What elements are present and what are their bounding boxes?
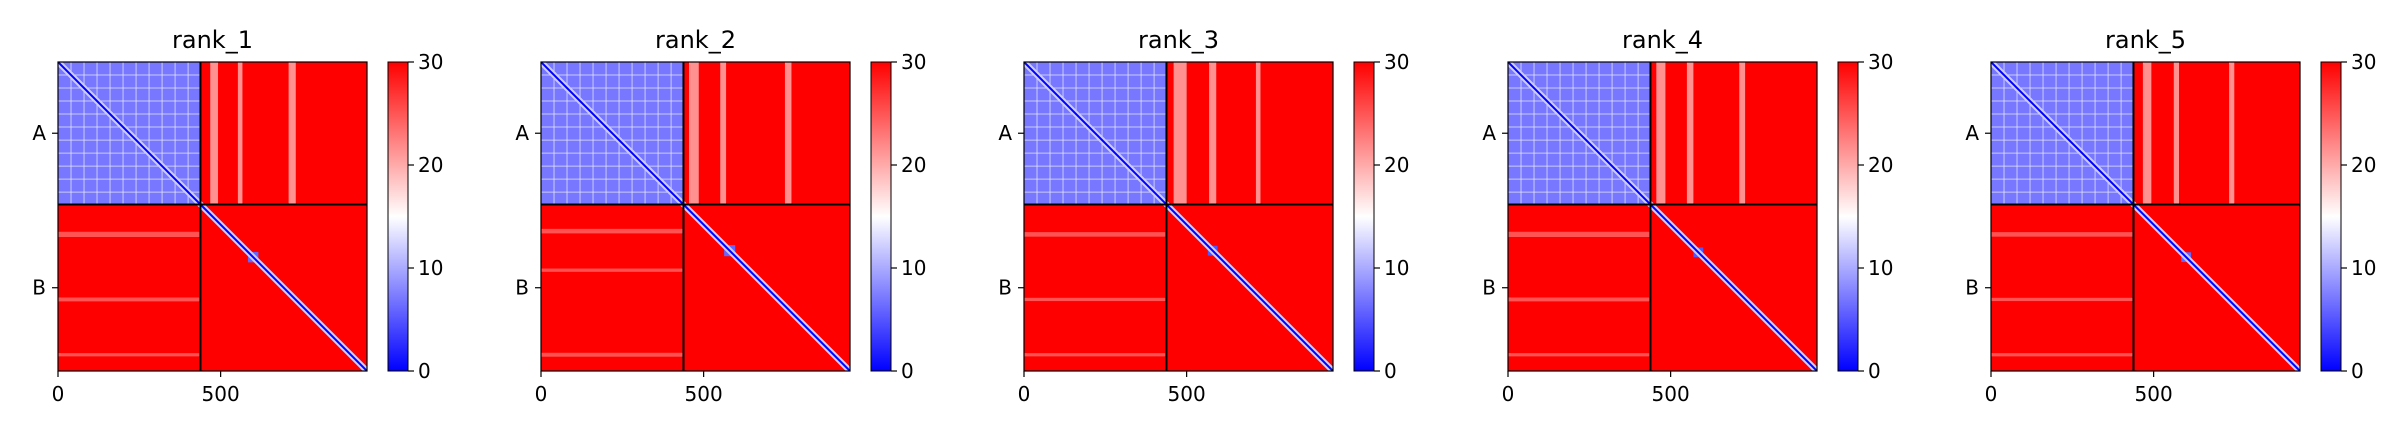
x-tick-label: 0 <box>1018 382 1031 406</box>
colorbar <box>1837 61 1859 372</box>
panel-title: rank_3 <box>1138 26 1219 54</box>
y-tick-label: A <box>32 121 46 145</box>
colorbar-tick-label: 0 <box>418 359 431 383</box>
inter-chain-stripe <box>237 62 243 205</box>
colorbar-tick-label: 0 <box>1868 359 1881 383</box>
inter-chain-stripe <box>1656 62 1666 205</box>
inter-chain-stripe <box>1255 62 1261 205</box>
inter-chain-row <box>58 297 201 302</box>
inter-chain-stripe <box>2142 62 2152 205</box>
x-tick-label: 0 <box>52 382 65 406</box>
axes-frame <box>1023 61 1334 372</box>
colorbar-tick-label: 20 <box>2351 153 2376 177</box>
y-tick-label: B <box>32 276 46 300</box>
y-tick-label: A <box>1965 121 1979 145</box>
panel-title: rank_4 <box>1622 26 1703 54</box>
heatmap-panel-2 <box>541 62 850 371</box>
inter-chain-row <box>1991 297 2134 302</box>
inter-chain-row <box>1508 231 1651 237</box>
diagonal <box>1991 62 2300 371</box>
inter-chain-stripe <box>2229 62 2235 205</box>
panel-title: rank_1 <box>172 26 253 54</box>
colorbar-tick-label: 10 <box>2351 256 2376 280</box>
inter-chain-stripe <box>1173 62 1187 205</box>
y-tick-label: B <box>998 276 1012 300</box>
colorbar-tick-label: 20 <box>901 153 926 177</box>
heatmap-panel-4 <box>1508 62 1817 371</box>
x-tick-label: 0 <box>1502 382 1515 406</box>
inter-chain-row <box>1991 353 2134 357</box>
colorbar-tick-label: 30 <box>1868 50 1893 74</box>
x-tick-label: 0 <box>1985 382 1998 406</box>
diagonal <box>1024 62 1333 371</box>
colorbar-tick-label: 10 <box>901 256 926 280</box>
colorbar-tick-label: 10 <box>1868 256 1893 280</box>
x-tick-label: 500 <box>1652 382 1690 406</box>
diagonal <box>58 62 367 371</box>
inter-chain-row <box>1024 353 1167 357</box>
colorbar-tick-label: 30 <box>418 50 443 74</box>
inter-chain-row <box>1024 232 1167 237</box>
colorbar-tick-label: 10 <box>1384 256 1409 280</box>
inter-chain-row <box>541 352 684 357</box>
x-tick-label: 500 <box>2135 382 2173 406</box>
heatmap-panel-5 <box>1991 62 2300 371</box>
colorbar-tick-label: 20 <box>418 153 443 177</box>
colorbar-tick-label: 30 <box>2351 50 2376 74</box>
inter-chain-stripe <box>210 62 219 205</box>
axes-frame <box>1507 61 1818 372</box>
axes-frame <box>1990 61 2301 372</box>
inter-chain-row <box>58 353 201 357</box>
colorbar-tick-label: 0 <box>901 359 914 383</box>
inter-chain-row <box>1508 353 1651 357</box>
colorbar <box>1353 61 1375 372</box>
inter-chain-row <box>1024 297 1167 302</box>
x-tick-label: 0 <box>535 382 548 406</box>
colorbar <box>2320 61 2342 372</box>
x-tick-label: 500 <box>202 382 240 406</box>
y-tick-label: B <box>1482 276 1496 300</box>
axes-frame <box>57 61 368 372</box>
panel-title: rank_2 <box>655 26 736 54</box>
colorbar <box>387 61 409 372</box>
diagonal <box>1508 62 1817 371</box>
inter-chain-stripe <box>1209 62 1217 205</box>
colorbar-tick-label: 0 <box>1384 359 1397 383</box>
inter-chain-stripe <box>688 62 699 205</box>
heatmap-panel-3 <box>1024 62 1333 371</box>
inter-chain-stripe <box>720 62 727 205</box>
heatmap-panel-1 <box>58 62 367 371</box>
diagonal <box>541 62 850 371</box>
inter-chain-stripe <box>1739 62 1746 205</box>
colorbar-tick-label: 30 <box>1384 50 1409 74</box>
inter-chain-row <box>1508 297 1651 302</box>
panel-title: rank_5 <box>2105 26 2186 54</box>
x-tick-label: 500 <box>685 382 723 406</box>
inter-chain-stripe <box>2173 62 2180 205</box>
y-tick-label: B <box>1965 276 1979 300</box>
x-tick-label: 500 <box>1168 382 1206 406</box>
inter-chain-stripe <box>1686 62 1694 205</box>
y-tick-label: A <box>998 121 1012 145</box>
y-tick-label: A <box>1482 121 1496 145</box>
inter-chain-row <box>58 231 201 237</box>
inter-chain-row <box>541 268 684 272</box>
inter-chain-row <box>541 228 684 234</box>
inter-chain-row <box>1991 232 2134 237</box>
colorbar-tick-label: 10 <box>418 256 443 280</box>
colorbar-tick-label: 0 <box>2351 359 2364 383</box>
y-tick-label: B <box>515 276 529 300</box>
colorbar-tick-label: 20 <box>1868 153 1893 177</box>
inter-chain-stripe <box>288 62 296 205</box>
axes-frame <box>540 61 851 372</box>
inter-chain-stripe <box>784 62 792 205</box>
y-tick-label: A <box>515 121 529 145</box>
colorbar <box>870 61 892 372</box>
colorbar-tick-label: 20 <box>1384 153 1409 177</box>
colorbar-tick-label: 30 <box>901 50 926 74</box>
